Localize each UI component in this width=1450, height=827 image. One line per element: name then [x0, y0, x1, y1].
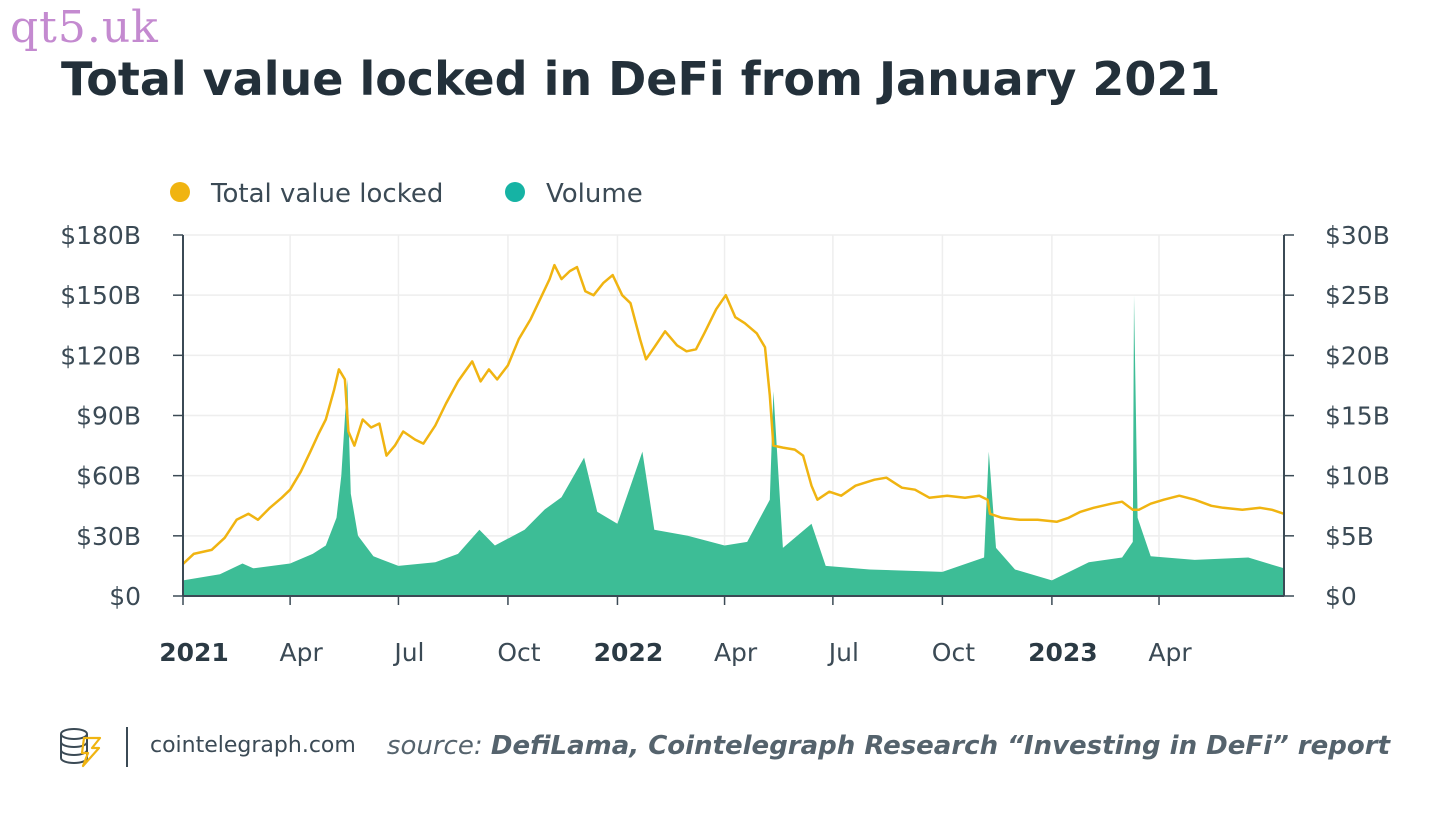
y-left-tick-label: $180B	[60, 221, 141, 250]
x-tick-label: 2022	[594, 638, 664, 667]
x-tick-label: 2021	[159, 638, 229, 667]
volume-series	[183, 295, 1284, 596]
y-right-tick-label: $0	[1325, 582, 1357, 611]
legend-volume-swatch	[505, 182, 525, 202]
legend: Total value locked Volume	[170, 179, 643, 209]
volume-area	[183, 295, 1284, 596]
tick-labels: $0 $30B $60B $90B $120B $150B $180B $0 $5B $10B $1…	[60, 221, 1390, 667]
footer-divider	[126, 727, 128, 767]
x-tick-label: 2023	[1028, 638, 1098, 667]
y-left-tick-label: $0	[109, 582, 141, 611]
footer-site-link[interactable]: cointelegraph.com	[150, 733, 356, 758]
x-tick-label: Oct	[932, 638, 975, 667]
x-tick-label: Apr	[714, 638, 758, 667]
axes	[173, 234, 1294, 605]
y-left-tick-label: $30B	[76, 522, 141, 551]
source-note: source: DefiLama, Cointelegraph Research…	[387, 731, 1390, 761]
y-left-tick-label: $150B	[60, 281, 141, 310]
x-tick-label: Apr	[279, 638, 323, 667]
x-tick-label: Jul	[827, 638, 859, 667]
cointelegraph-logo-icon	[60, 728, 102, 768]
y-right-tick-label: $10B	[1325, 462, 1390, 491]
y-left-tick-label: $60B	[76, 462, 141, 491]
watermark-text: qt5.uk	[10, 2, 159, 53]
y-right-tick-label: $25B	[1325, 281, 1390, 310]
tvl-line	[182, 263, 1285, 565]
legend-tvl-label: Total value locked	[210, 179, 443, 209]
legend-tvl-swatch	[170, 182, 190, 202]
tvl-series	[182, 263, 1285, 565]
x-tick-label: Apr	[1148, 638, 1192, 667]
x-tick-label: Oct	[497, 638, 540, 667]
x-tick-label: Jul	[392, 638, 424, 667]
y-right-tick-label: $15B	[1325, 402, 1390, 431]
source-label: source:	[386, 731, 483, 761]
y-left-tick-label: $90B	[76, 402, 141, 431]
y-right-tick-label: $20B	[1325, 341, 1390, 370]
y-right-tick-label: $5B	[1325, 522, 1374, 551]
legend-volume-label: Volume	[546, 179, 643, 209]
y-right-tick-label: $30B	[1325, 221, 1390, 250]
y-left-tick-label: $120B	[60, 341, 141, 370]
chart-title: Total value locked in DeFi from January …	[61, 52, 1221, 106]
source-text: DefiLama, Cointelegraph Research “Invest…	[490, 731, 1390, 761]
